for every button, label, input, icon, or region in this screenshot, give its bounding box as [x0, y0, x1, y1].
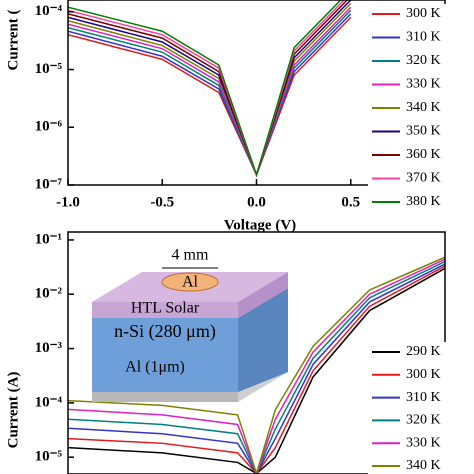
legend-label: 360 K [406, 147, 441, 162]
legend-label: 320 K [406, 413, 441, 428]
y-tick-label: 10⁻⁵ [35, 449, 63, 465]
y-tick-label: 10⁻³ [35, 340, 63, 356]
y-tick-label: 10⁻¹ [35, 231, 62, 247]
annotation: HTL Solar [131, 300, 200, 317]
y-tick-label: 10⁻² [35, 286, 63, 302]
legend-label: 320 K [406, 53, 441, 68]
y-tick-label: 10⁻⁴ [35, 394, 63, 410]
al-front [92, 392, 238, 402]
series-line [68, 260, 445, 474]
legend-label: 380 K [406, 194, 441, 209]
legend-label: 340 K [406, 458, 441, 473]
series-line [68, 258, 445, 474]
x-tick-label: -1.0 [56, 194, 80, 210]
legend-label: 370 K [406, 171, 441, 186]
legend-bg [368, 4, 474, 216]
annotation: 4 mm [172, 247, 209, 264]
x-tick-label: 0.0 [247, 194, 266, 210]
legend-label: 340 K [406, 100, 441, 115]
x-tick-label: 0.5 [341, 194, 360, 210]
htl-side [238, 272, 288, 318]
legend-label: 330 K [406, 435, 441, 450]
y-tick-label: 10⁻⁶ [35, 119, 63, 135]
legend-label: 300 K [406, 6, 441, 21]
al-contact [161, 272, 219, 292]
legend-label: 310 K [406, 30, 441, 45]
series-line [68, 267, 445, 474]
si-side [238, 288, 288, 392]
legend-label: 290 K [406, 344, 441, 359]
htl-front [92, 302, 238, 318]
x-axis-label: Voltage (V) [224, 217, 296, 233]
legend-bg [368, 342, 474, 474]
si-front [92, 318, 238, 392]
legend-label: 350 K [406, 124, 441, 139]
y-axis-label: Current ( [5, 10, 21, 71]
y-tick-label: 10⁻⁵ [35, 61, 63, 77]
series-line [68, 0, 342, 178]
device-inset: 4 mm Al HTL Solar n-Si (280 μm) Al (1μm) [92, 247, 288, 402]
series-line [68, 265, 445, 474]
series-line [68, 256, 445, 474]
annotation: n-Si (280 μm) [114, 321, 216, 342]
y-tick-label: 10⁻⁷ [35, 176, 63, 192]
y-axis-label: Current (A) [5, 372, 21, 449]
legend-label: 330 K [406, 77, 441, 92]
legend-label: 310 K [406, 390, 441, 405]
annotation: Al [182, 274, 199, 291]
legend-label: 300 K [406, 367, 441, 382]
series-line [68, 263, 445, 474]
series-line [68, 16, 352, 177]
y-tick-label: 10⁻⁴ [35, 3, 63, 19]
x-tick-label: -0.5 [150, 194, 174, 210]
annotation: Al (1μm) [125, 359, 185, 376]
